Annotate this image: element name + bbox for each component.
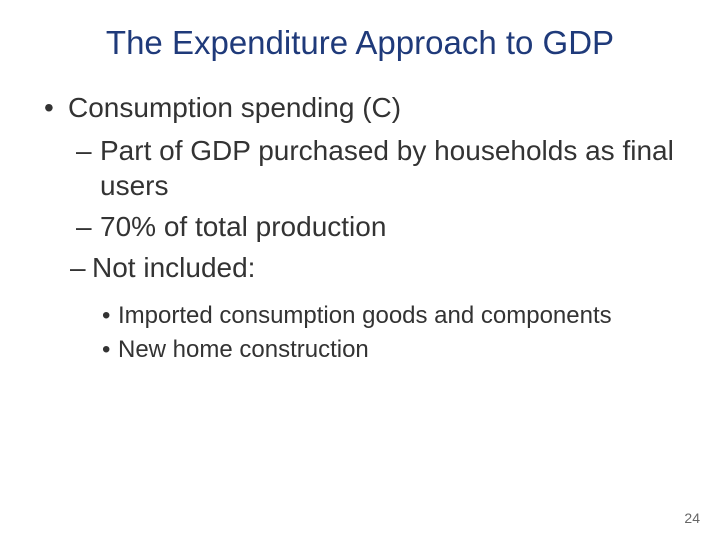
dash-icon: –	[76, 209, 92, 244]
bullet-lvl3: Imported consumption goods and component…	[40, 301, 680, 331]
bullet-lvl2-text: 70% of total production	[100, 211, 386, 242]
bullet-lvl3: New home construction	[40, 335, 680, 365]
bullet-lvl2: – 70% of total production	[40, 209, 680, 244]
bullet-lvl2: – Not included:	[40, 250, 680, 285]
dash-icon: –	[70, 250, 86, 285]
bullet-lvl1-text: Consumption spending (C)	[68, 92, 401, 123]
bullet-lvl3-text: New home construction	[118, 336, 369, 363]
slide-title: The Expenditure Approach to GDP	[40, 24, 680, 62]
bullet-lvl2-text: Part of GDP purchased by households as f…	[100, 135, 674, 201]
slide: The Expenditure Approach to GDP Consumpt…	[0, 0, 720, 540]
spacer	[40, 291, 680, 301]
dash-icon: –	[76, 133, 92, 168]
bullet-lvl3-text: Imported consumption goods and component…	[118, 302, 612, 329]
bullet-lvl2-text: Not included:	[92, 252, 255, 283]
bullet-lvl2: – Part of GDP purchased by households as…	[40, 133, 680, 203]
bullet-lvl1: Consumption spending (C)	[40, 90, 680, 125]
page-number: 24	[684, 510, 700, 526]
